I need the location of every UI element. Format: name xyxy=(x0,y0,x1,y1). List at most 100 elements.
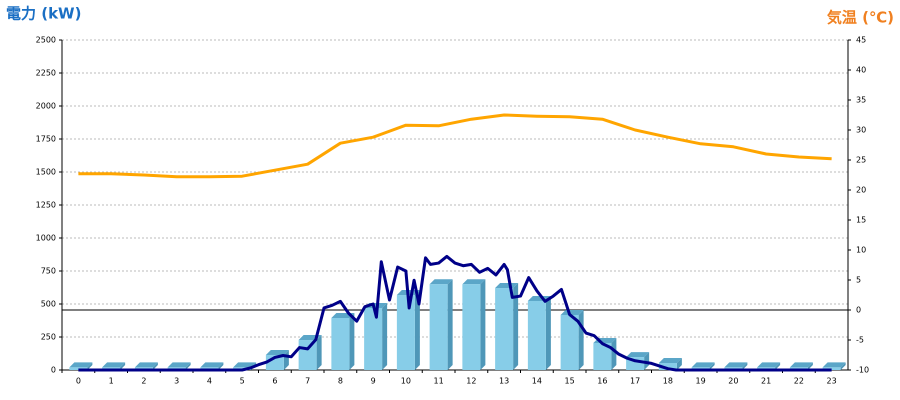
bar xyxy=(593,342,612,370)
x-tick-label: 10 xyxy=(401,377,411,386)
y2-tick-label: 15 xyxy=(856,216,866,225)
bar-side xyxy=(578,309,584,370)
x-tick-label: 15 xyxy=(565,377,575,386)
y-tick-label: 750 xyxy=(41,267,56,276)
y-tick-label: 1000 xyxy=(36,234,56,243)
bar xyxy=(364,307,383,370)
bar xyxy=(462,284,481,370)
x-tick-label: 23 xyxy=(827,377,837,386)
x-tick-label: 20 xyxy=(728,377,738,386)
y-tick-label: 1750 xyxy=(36,135,56,144)
bar-side xyxy=(807,362,813,370)
y2-tick-label: 10 xyxy=(856,246,866,255)
y-tick-label: 500 xyxy=(41,300,56,309)
bar-top xyxy=(429,279,453,285)
y-tick-label: 1250 xyxy=(36,201,56,210)
bar-top xyxy=(658,358,682,364)
bar xyxy=(331,317,350,370)
bar-side xyxy=(152,362,158,370)
bar-side xyxy=(545,295,551,370)
bar-side xyxy=(316,335,322,370)
bar-top xyxy=(789,362,813,368)
x-tick-label: 7 xyxy=(305,377,310,386)
x-tick-label: 19 xyxy=(696,377,706,386)
y-tick-label: 1500 xyxy=(36,168,56,177)
y-tick-label: 2000 xyxy=(36,102,56,111)
bar-side xyxy=(185,362,191,370)
bar-side xyxy=(480,279,486,370)
chart-title: 電力 (kW) xyxy=(6,5,81,23)
bar-top xyxy=(265,349,289,355)
bar-top xyxy=(233,362,257,368)
x-tick-label: 3 xyxy=(174,377,179,386)
bar-top xyxy=(134,362,158,368)
bar-side xyxy=(676,358,682,370)
x-tick-label: 13 xyxy=(499,377,509,386)
y2-tick-label: 5 xyxy=(856,276,861,285)
bar-top xyxy=(495,283,519,289)
x-tick-label: 0 xyxy=(76,377,81,386)
bar-side xyxy=(87,362,93,370)
temperature-line xyxy=(78,113,832,179)
bar-side xyxy=(447,279,453,370)
bar-side xyxy=(382,302,388,370)
x-tick-label: 17 xyxy=(630,377,640,386)
y2-tick-label: 30 xyxy=(856,126,866,135)
bar-side xyxy=(513,283,519,370)
bar-top xyxy=(560,309,584,315)
bar-side xyxy=(414,290,420,370)
y-tick-label: 250 xyxy=(41,333,56,342)
bar-side xyxy=(349,312,355,370)
x-tick-label: 5 xyxy=(240,377,245,386)
x-tick-label: 11 xyxy=(434,377,444,386)
bar xyxy=(560,314,579,370)
y-tick-label: 2500 xyxy=(36,36,56,45)
y2-tick-label: 25 xyxy=(856,156,866,165)
bar xyxy=(527,300,546,370)
x-tick-label: 22 xyxy=(794,377,804,386)
x-tick-label: 4 xyxy=(207,377,212,386)
y2-tick-label: 45 xyxy=(856,36,866,45)
bar-top xyxy=(757,362,781,368)
x-tick-label: 6 xyxy=(272,377,277,386)
y-tick-label: 2250 xyxy=(36,69,56,78)
y2-title: 気温 (℃) xyxy=(827,9,894,27)
y2-tick-label: 20 xyxy=(856,186,866,195)
bar-top xyxy=(822,362,846,368)
y-tick-label: 0 xyxy=(51,366,56,375)
bar xyxy=(429,284,448,370)
bar-top xyxy=(167,362,191,368)
bar-side xyxy=(611,337,617,370)
y2-tick-label: -5 xyxy=(856,336,864,345)
bar xyxy=(658,363,677,370)
bar-top xyxy=(200,362,224,368)
y2-tick-label: -10 xyxy=(856,366,869,375)
x-tick-label: 1 xyxy=(109,377,114,386)
bar-side xyxy=(840,362,846,370)
bar-side xyxy=(775,362,781,370)
bar xyxy=(396,295,415,370)
x-tick-label: 21 xyxy=(761,377,771,386)
bar-top xyxy=(626,352,650,358)
bar-side xyxy=(742,362,748,370)
y2-tick-label: 0 xyxy=(856,306,861,315)
x-tick-label: 18 xyxy=(663,377,673,386)
x-tick-label: 9 xyxy=(371,377,376,386)
y2-tick-label: 35 xyxy=(856,96,866,105)
y2-tick-label: 40 xyxy=(856,66,866,75)
x-tick-label: 16 xyxy=(597,377,607,386)
bar-top xyxy=(462,279,486,285)
x-tick-label: 14 xyxy=(532,377,542,386)
x-tick-label: 8 xyxy=(338,377,343,386)
bar-top xyxy=(102,362,126,368)
x-tick-label: 2 xyxy=(141,377,146,386)
bar-side xyxy=(709,362,715,370)
bar-side xyxy=(218,362,224,370)
bar-top xyxy=(724,362,748,368)
x-tick-label: 12 xyxy=(466,377,476,386)
bar xyxy=(298,340,317,370)
bar-side xyxy=(120,362,126,370)
power-line xyxy=(78,254,832,372)
bar xyxy=(495,288,514,370)
